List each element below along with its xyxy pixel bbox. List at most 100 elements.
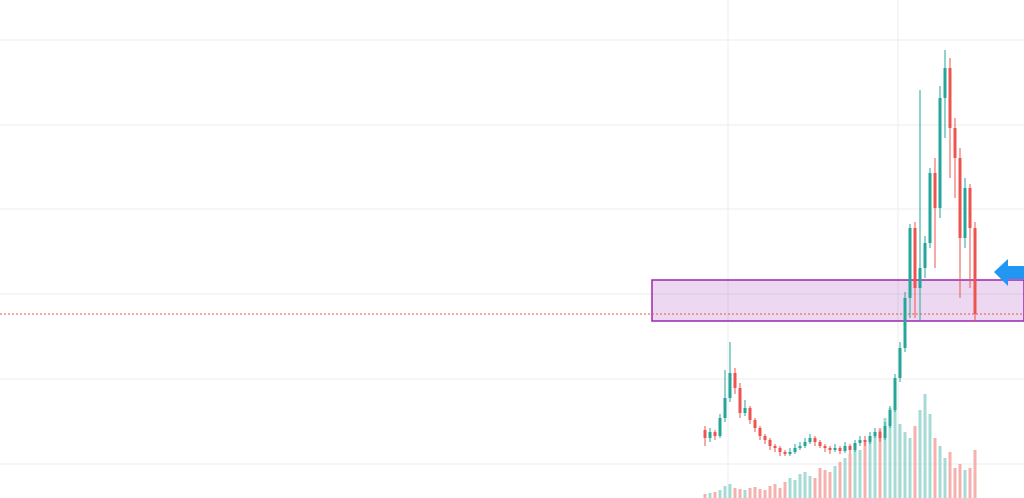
volume-bar xyxy=(908,438,912,498)
volume-bar xyxy=(913,426,917,498)
candle-body xyxy=(863,440,867,442)
zone xyxy=(651,279,1024,322)
volume-bar xyxy=(838,462,842,498)
volume-bar xyxy=(788,478,792,498)
volume-bar xyxy=(898,424,902,498)
volume-bar xyxy=(798,474,802,498)
volume-bar xyxy=(853,448,857,498)
candle-body xyxy=(963,188,967,238)
candle-body xyxy=(878,432,882,438)
candle-body xyxy=(858,440,862,443)
volume-bar xyxy=(833,466,837,498)
volume-bar xyxy=(973,450,977,498)
volume-bar xyxy=(813,478,817,498)
candle-body xyxy=(763,436,767,440)
candle-body xyxy=(903,298,907,348)
volume-bar xyxy=(873,434,877,498)
volume-bar xyxy=(783,482,787,498)
candle-body xyxy=(733,373,737,388)
volume-bar xyxy=(768,486,772,498)
candle-body xyxy=(968,188,972,228)
candle-body xyxy=(703,430,707,438)
candle-body xyxy=(853,443,857,450)
candle-body xyxy=(713,432,717,436)
volume-bar xyxy=(823,470,827,498)
candle-body xyxy=(938,98,942,208)
volume-bar xyxy=(733,488,737,498)
candle-body xyxy=(943,68,947,98)
volume-bar xyxy=(843,458,847,498)
volume-bar xyxy=(818,468,822,498)
candle-body xyxy=(798,446,802,448)
candle-body xyxy=(783,452,787,454)
candle-body xyxy=(838,448,842,451)
candle-body xyxy=(928,173,932,243)
candle-body xyxy=(813,438,817,442)
candle-body xyxy=(793,448,797,452)
candle-body xyxy=(848,446,852,450)
volume-bar xyxy=(773,484,777,498)
candle-body xyxy=(828,448,832,450)
candle-body xyxy=(893,378,897,410)
candle-body xyxy=(958,158,962,238)
candle-body xyxy=(913,228,917,288)
volume-bar xyxy=(753,487,757,498)
candle-body xyxy=(743,408,747,413)
candle-body xyxy=(803,442,807,446)
volume-bar xyxy=(723,486,727,498)
candle-body xyxy=(933,173,937,208)
candle-body xyxy=(868,436,872,442)
candle-body xyxy=(778,448,782,452)
candle-body xyxy=(888,410,892,426)
volume-bar xyxy=(793,480,797,498)
volume-bar xyxy=(848,454,852,498)
volume-bar xyxy=(803,472,807,498)
volume-bar xyxy=(758,489,762,498)
volume-bar xyxy=(708,493,712,498)
candle-body xyxy=(948,68,952,128)
candle-body xyxy=(823,446,827,448)
volume-bar xyxy=(948,452,952,498)
volume-bar xyxy=(858,450,862,498)
candle-body xyxy=(788,452,792,454)
candle-body xyxy=(768,440,772,446)
volume-bar xyxy=(868,438,872,498)
volume-bar xyxy=(963,470,967,498)
volume-bar xyxy=(778,488,782,498)
volume-bar xyxy=(903,432,907,498)
candle-body xyxy=(953,128,957,158)
candle-body xyxy=(923,243,927,268)
volume-bar xyxy=(743,490,747,498)
candle-body xyxy=(883,426,887,438)
volume-bar xyxy=(863,442,867,498)
volume-bar xyxy=(738,489,742,498)
candle-body xyxy=(973,228,977,314)
volume-bar xyxy=(943,458,947,498)
arrow-icon xyxy=(994,259,1024,286)
candle-body xyxy=(898,348,902,378)
volume-bar xyxy=(883,418,887,498)
candle-body xyxy=(753,420,757,428)
volume-bar xyxy=(933,438,937,498)
volume-bar xyxy=(718,490,722,498)
candle-body xyxy=(718,418,722,436)
volume-bar xyxy=(728,484,732,498)
volume-bar xyxy=(953,468,957,498)
volume-bar xyxy=(923,394,927,498)
candle-body xyxy=(918,268,922,288)
candle-body xyxy=(818,442,822,446)
candle-body xyxy=(738,388,742,413)
volume-bar xyxy=(808,476,812,498)
volume-bar xyxy=(938,446,942,498)
candle-body xyxy=(708,432,712,438)
candle-body xyxy=(723,398,727,418)
candle-body xyxy=(773,446,777,448)
candle-body xyxy=(833,448,837,450)
candle-body xyxy=(808,438,812,442)
candle-body xyxy=(728,373,732,398)
volume-bar xyxy=(888,408,892,498)
candle-body xyxy=(748,408,752,420)
candle-body xyxy=(758,428,762,436)
